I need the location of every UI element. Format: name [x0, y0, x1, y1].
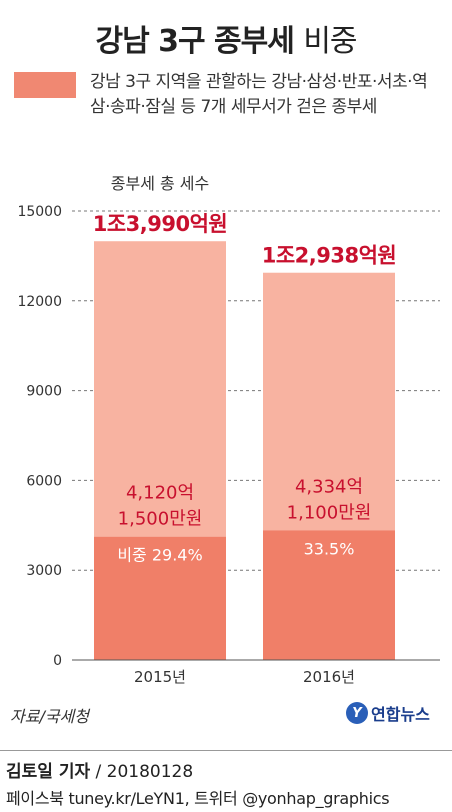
share-value-label: 4,334억: [295, 476, 363, 497]
y-tick-label: 3000: [26, 563, 62, 579]
bar-total-segment: [94, 241, 226, 537]
reporter-name: 김토일 기자: [6, 762, 91, 782]
y-tick-label: 15000: [17, 204, 62, 220]
x-category-label: 2016년: [303, 668, 355, 686]
y-tick-label: 6000: [26, 473, 62, 489]
y-tick-label: 12000: [17, 294, 62, 310]
bar-total-segment: [263, 272, 395, 531]
source-text: 자료/국세청: [10, 707, 89, 726]
share-percent-label: 33.5%: [304, 539, 355, 558]
chart-title: 강남 3구 종부세 비중: [0, 16, 452, 60]
share-value-label: 1,500만원: [118, 509, 203, 530]
share-value-label: 1,100만원: [287, 502, 372, 523]
share-percent-label: 비중 29.4%: [117, 546, 202, 565]
social-links: 페이스북 tuney.kr/LeYN1, 트위터 @yonhap_graphic…: [6, 789, 390, 808]
yonhap-logo-text: 연합뉴스: [371, 705, 430, 724]
total-caption-label: 종부세 총 세수: [111, 174, 210, 193]
y-tick-label: 9000: [26, 384, 62, 400]
title-bold: 강남 3구 종부세: [95, 24, 294, 59]
stacked-bar-chart: 0 3000 6000 9000 12000 15000 1조3,990억원 4,120억 1,…: [17, 174, 440, 686]
legend-swatch: [14, 72, 76, 98]
title-light: 비중: [303, 24, 357, 59]
yonhap-logo: Y 연합뉴스: [346, 701, 430, 725]
footer-divider: [0, 750, 452, 751]
bar-share-segment: [263, 530, 395, 660]
total-value-label: 1조3,990억원: [93, 212, 228, 236]
bar-share-segment: [94, 536, 226, 660]
x-category-label: 2015년: [134, 668, 186, 686]
y-tick-label: 0: [53, 653, 62, 669]
legend-text: 강남 3구 지역을 관할하는 강남·삼성·반포·서초·역삼·송파·잠실 등 7개…: [90, 72, 428, 117]
total-value-label: 1조2,938억원: [262, 244, 397, 268]
share-value-label: 4,120억: [126, 483, 194, 504]
reporter-credit: 김토일 기자 / 20180128: [6, 757, 193, 782]
reporter-date: / 20180128: [90, 762, 194, 782]
yonhap-logo-icon: Y: [346, 702, 368, 724]
